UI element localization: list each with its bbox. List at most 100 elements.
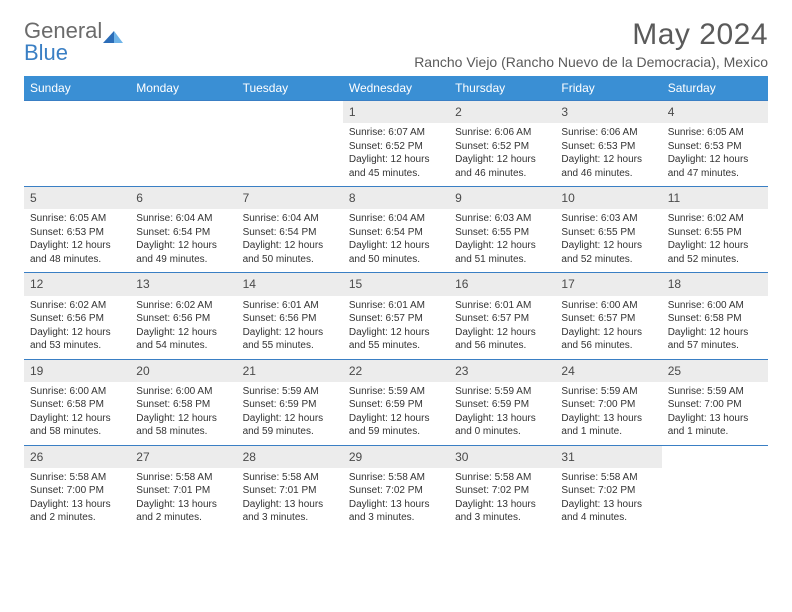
day-cell: 23Sunrise: 5:59 AMSunset: 6:59 PMDayligh… [449,360,555,445]
day-number: 18 [662,273,768,295]
sunset-text: Sunset: 6:54 PM [136,226,230,240]
month-title: May 2024 [414,18,768,52]
calendar: SundayMondayTuesdayWednesdayThursdayFrid… [24,76,768,531]
day-cell: 31Sunrise: 5:58 AMSunset: 7:02 PMDayligh… [555,446,661,531]
day-number: 25 [662,360,768,382]
daylight-text: Daylight: 13 hours and 3 minutes. [349,498,443,525]
day-details: Sunrise: 6:07 AMSunset: 6:52 PMDaylight:… [343,123,449,186]
day-cell: 21Sunrise: 5:59 AMSunset: 6:59 PMDayligh… [237,360,343,445]
sunrise-text: Sunrise: 5:58 AM [30,471,124,485]
day-number [24,101,130,107]
day-cell [237,101,343,186]
sunrise-text: Sunrise: 5:58 AM [349,471,443,485]
daylight-text: Daylight: 12 hours and 56 minutes. [561,326,655,353]
day-number: 24 [555,360,661,382]
day-details: Sunrise: 6:03 AMSunset: 6:55 PMDaylight:… [449,209,555,272]
sunset-text: Sunset: 6:59 PM [349,398,443,412]
day-number: 2 [449,101,555,123]
daylight-text: Daylight: 12 hours and 50 minutes. [243,239,337,266]
day-details: Sunrise: 5:58 AMSunset: 7:02 PMDaylight:… [343,468,449,531]
day-number: 16 [449,273,555,295]
day-cell: 11Sunrise: 6:02 AMSunset: 6:55 PMDayligh… [662,187,768,272]
day-cell: 28Sunrise: 5:58 AMSunset: 7:01 PMDayligh… [237,446,343,531]
sunrise-text: Sunrise: 6:00 AM [30,385,124,399]
sunset-text: Sunset: 6:57 PM [349,312,443,326]
sunset-text: Sunset: 6:57 PM [561,312,655,326]
sunset-text: Sunset: 7:02 PM [349,484,443,498]
day-cell: 27Sunrise: 5:58 AMSunset: 7:01 PMDayligh… [130,446,236,531]
day-details: Sunrise: 5:59 AMSunset: 6:59 PMDaylight:… [237,382,343,445]
sunset-text: Sunset: 6:54 PM [243,226,337,240]
daylight-text: Daylight: 12 hours and 52 minutes. [561,239,655,266]
day-cell: 24Sunrise: 5:59 AMSunset: 7:00 PMDayligh… [555,360,661,445]
day-number: 12 [24,273,130,295]
sunrise-text: Sunrise: 5:59 AM [561,385,655,399]
sunrise-text: Sunrise: 6:02 AM [136,299,230,313]
day-details: Sunrise: 5:58 AMSunset: 7:01 PMDaylight:… [130,468,236,531]
day-number: 8 [343,187,449,209]
sunset-text: Sunset: 7:00 PM [30,484,124,498]
day-details: Sunrise: 6:06 AMSunset: 6:52 PMDaylight:… [449,123,555,186]
sunset-text: Sunset: 6:59 PM [243,398,337,412]
day-number: 6 [130,187,236,209]
day-number: 21 [237,360,343,382]
sunrise-text: Sunrise: 6:06 AM [455,126,549,140]
day-number: 30 [449,446,555,468]
week-row: 5Sunrise: 6:05 AMSunset: 6:53 PMDaylight… [24,186,768,272]
daylight-text: Daylight: 12 hours and 53 minutes. [30,326,124,353]
sunset-text: Sunset: 6:55 PM [561,226,655,240]
sunset-text: Sunset: 6:52 PM [455,140,549,154]
day-cell: 26Sunrise: 5:58 AMSunset: 7:00 PMDayligh… [24,446,130,531]
day-number [662,446,768,452]
sunrise-text: Sunrise: 6:02 AM [668,212,762,226]
day-details: Sunrise: 6:02 AMSunset: 6:55 PMDaylight:… [662,209,768,272]
day-cell [24,101,130,186]
sunset-text: Sunset: 7:02 PM [455,484,549,498]
day-details: Sunrise: 5:58 AMSunset: 7:00 PMDaylight:… [24,468,130,531]
day-details: Sunrise: 6:02 AMSunset: 6:56 PMDaylight:… [130,296,236,359]
day-cell: 30Sunrise: 5:58 AMSunset: 7:02 PMDayligh… [449,446,555,531]
daylight-text: Daylight: 12 hours and 49 minutes. [136,239,230,266]
day-details: Sunrise: 5:59 AMSunset: 6:59 PMDaylight:… [449,382,555,445]
daylight-text: Daylight: 12 hours and 59 minutes. [243,412,337,439]
day-cell: 20Sunrise: 6:00 AMSunset: 6:58 PMDayligh… [130,360,236,445]
sunset-text: Sunset: 6:58 PM [30,398,124,412]
day-details: Sunrise: 6:04 AMSunset: 6:54 PMDaylight:… [343,209,449,272]
sunset-text: Sunset: 6:58 PM [668,312,762,326]
sunset-text: Sunset: 6:59 PM [455,398,549,412]
day-header-tuesday: Tuesday [237,76,343,100]
day-number: 28 [237,446,343,468]
day-number: 11 [662,187,768,209]
sunset-text: Sunset: 7:02 PM [561,484,655,498]
weeks-container: 1Sunrise: 6:07 AMSunset: 6:52 PMDaylight… [24,100,768,531]
day-details: Sunrise: 5:58 AMSunset: 7:02 PMDaylight:… [555,468,661,531]
sunrise-text: Sunrise: 6:05 AM [30,212,124,226]
daylight-text: Daylight: 12 hours and 57 minutes. [668,326,762,353]
sunrise-text: Sunrise: 5:58 AM [561,471,655,485]
daylight-text: Daylight: 13 hours and 1 minute. [668,412,762,439]
sunrise-text: Sunrise: 5:59 AM [668,385,762,399]
day-details: Sunrise: 5:58 AMSunset: 7:01 PMDaylight:… [237,468,343,531]
daylight-text: Daylight: 12 hours and 45 minutes. [349,153,443,180]
day-cell: 5Sunrise: 6:05 AMSunset: 6:53 PMDaylight… [24,187,130,272]
day-details: Sunrise: 6:06 AMSunset: 6:53 PMDaylight:… [555,123,661,186]
day-header-sunday: Sunday [24,76,130,100]
day-details: Sunrise: 6:04 AMSunset: 6:54 PMDaylight:… [237,209,343,272]
daylight-text: Daylight: 12 hours and 58 minutes. [136,412,230,439]
sunrise-text: Sunrise: 5:58 AM [455,471,549,485]
day-number [237,101,343,107]
day-details: Sunrise: 6:00 AMSunset: 6:58 PMDaylight:… [662,296,768,359]
day-cell: 17Sunrise: 6:00 AMSunset: 6:57 PMDayligh… [555,273,661,358]
day-cell: 13Sunrise: 6:02 AMSunset: 6:56 PMDayligh… [130,273,236,358]
sunrise-text: Sunrise: 6:01 AM [455,299,549,313]
day-cell: 3Sunrise: 6:06 AMSunset: 6:53 PMDaylight… [555,101,661,186]
sunrise-text: Sunrise: 6:04 AM [243,212,337,226]
day-number: 22 [343,360,449,382]
day-number: 29 [343,446,449,468]
sunset-text: Sunset: 7:01 PM [136,484,230,498]
day-cell [130,101,236,186]
title-block: May 2024 Rancho Viejo (Rancho Nuevo de l… [414,18,768,70]
day-number: 3 [555,101,661,123]
day-number: 13 [130,273,236,295]
day-number: 7 [237,187,343,209]
